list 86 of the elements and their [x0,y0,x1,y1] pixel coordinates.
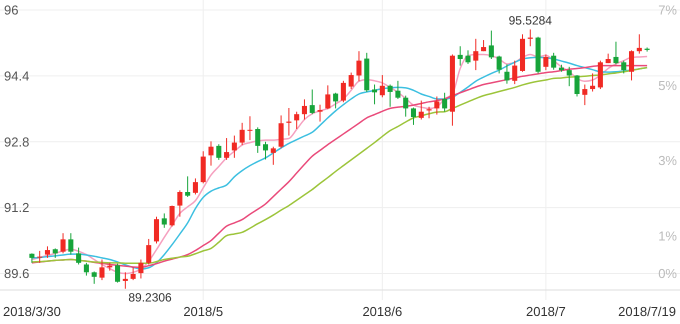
y2-tick-label: 3% [658,153,678,168]
candlestick [566,66,572,87]
candlestick [208,140,214,166]
candlestick [340,80,346,103]
y-tick-label: 96 [4,2,18,18]
candlestick [356,50,362,82]
y2-tick-label: 5% [658,78,678,93]
candlestick [590,72,596,92]
y2-tick-label: 1% [658,228,678,244]
y-tick-label: 94.4 [4,68,30,84]
candlestick [442,92,448,112]
y-tick-label: 92.8 [4,134,30,150]
candlestick [130,266,136,281]
candlestick [372,84,378,105]
candlestick [240,122,245,146]
annotation: 95.5284 [508,13,552,28]
candlestick [247,116,252,141]
candlestick [473,38,478,71]
candlestick [302,98,307,120]
candlestick [92,270,97,284]
candlestick [496,55,502,74]
candlestick [348,72,354,90]
candlestick [582,84,588,106]
candlestick [318,104,323,122]
text: 89.2306 [128,290,172,305]
candlestick [52,248,58,258]
candlestick [255,126,260,154]
candlestick [44,246,50,258]
candlestick [613,41,618,65]
candlestick [99,259,105,281]
candlestick [621,60,626,74]
candlestick [278,114,284,149]
candlestick [192,178,198,195]
candlestick [465,50,471,64]
candlestick [512,60,518,85]
y2-tick-label: 7% [658,2,678,18]
x-tick-label: 2018/5 [183,304,224,319]
candlestick [84,262,89,276]
candlestick [170,205,175,228]
candlestick [270,146,276,166]
candlestick [224,138,230,160]
x-tick-label: 2018/3/30 [2,304,61,319]
candlestick [310,88,315,115]
candlestick [115,263,120,284]
candlestick [162,212,167,228]
candlestick [138,259,144,279]
y2-tick-label: 0% [658,266,678,281]
candlestick [294,111,300,130]
candlestick [262,141,268,160]
candlestick [434,96,440,116]
candlestick [286,108,292,136]
candlestick [426,106,432,119]
y-tick-label: 89.6 [4,266,30,282]
candlestick [380,74,385,98]
candlestick [122,272,128,290]
candlestick [629,50,634,81]
candlestick [551,52,556,70]
candlestick [185,176,190,198]
candlestick [68,232,74,256]
candlestick [636,34,642,54]
candlestick [60,232,66,254]
candlestick [504,64,510,84]
candlestick [333,92,338,109]
candlestick [154,216,160,244]
x-tick-label: 2018/7 [526,304,566,319]
candlestick [574,74,580,97]
x-tick-label: 2018/6 [362,304,402,319]
candlestick [29,252,34,264]
candlestick [216,144,222,160]
candlestick [528,28,533,47]
candlestick [458,46,463,66]
candlestick [146,238,152,265]
candlestick [37,250,42,264]
candlestick [388,84,393,108]
candlestick [232,135,237,158]
candlestick [325,84,330,110]
candlestick [76,247,82,265]
candlestick [177,190,182,218]
candlestick [410,107,416,126]
candlestick [395,80,400,100]
y-tick-label: 91.2 [4,200,30,216]
candlestick [403,95,408,118]
x-tick-label: 2018/7/19 [618,304,676,319]
candlestick [418,100,424,120]
candlestick [543,54,548,71]
candlestick [488,30,494,60]
